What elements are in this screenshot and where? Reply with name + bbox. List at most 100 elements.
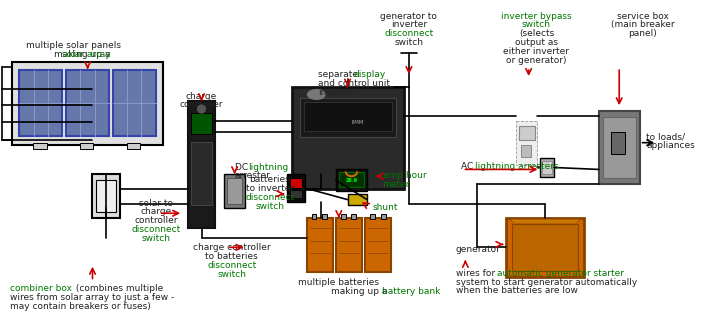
Text: disconnect: disconnect	[384, 29, 433, 38]
Bar	[365, 218, 391, 272]
Bar	[292, 87, 404, 189]
Bar	[191, 113, 212, 134]
Text: controller: controller	[179, 100, 224, 109]
Text: controller: controller	[134, 216, 177, 225]
Bar	[370, 214, 375, 219]
Bar	[381, 214, 386, 219]
Bar	[300, 98, 396, 137]
Text: 26.9: 26.9	[346, 178, 358, 183]
Bar	[336, 169, 367, 191]
Bar	[20, 70, 62, 136]
Text: switch: switch	[522, 21, 551, 29]
Text: switch: switch	[142, 234, 170, 243]
Text: may contain breakers or fuses): may contain breakers or fuses)	[10, 302, 151, 311]
Text: inverter: inverter	[318, 87, 355, 97]
Bar	[80, 143, 93, 149]
Bar	[351, 214, 356, 219]
Polygon shape	[510, 219, 580, 224]
Ellipse shape	[308, 90, 325, 99]
Text: wires for: wires for	[456, 269, 498, 278]
Text: to loads/: to loads/	[646, 133, 686, 141]
Text: making up a: making up a	[53, 50, 113, 59]
Text: generator: generator	[456, 245, 501, 254]
Text: to batteries: to batteries	[205, 252, 258, 261]
Text: automatic generator starter: automatic generator starter	[496, 269, 623, 278]
Bar	[306, 218, 333, 272]
Bar	[287, 174, 305, 202]
Text: multiple batteries: multiple batteries	[299, 278, 379, 288]
Bar	[543, 161, 552, 174]
Bar	[516, 121, 538, 165]
Text: charge: charge	[140, 207, 172, 217]
Bar	[506, 218, 584, 276]
Text: IIMM: IIMM	[351, 120, 364, 125]
Text: panel): panel)	[628, 29, 657, 38]
Text: inverter: inverter	[391, 21, 427, 29]
Bar	[348, 194, 367, 205]
Text: when the batteries are low: when the batteries are low	[456, 286, 578, 295]
Text: solar to: solar to	[139, 199, 172, 208]
Bar	[191, 142, 212, 205]
Text: switch: switch	[395, 38, 423, 47]
Bar	[521, 145, 531, 157]
Text: charge controller: charge controller	[193, 243, 271, 252]
Bar	[96, 180, 116, 212]
Bar	[599, 111, 639, 184]
Text: lightning: lightning	[248, 163, 289, 171]
Text: battery bank: battery bank	[381, 287, 440, 296]
Text: (selects: (selects	[519, 29, 554, 38]
Text: arrester: arrester	[235, 171, 271, 180]
Text: disconnect: disconnect	[245, 193, 294, 202]
Text: disconnect: disconnect	[131, 225, 180, 234]
Text: combiner box: combiner box	[10, 284, 72, 293]
Bar	[611, 133, 625, 154]
Circle shape	[198, 105, 205, 113]
Bar	[127, 143, 140, 149]
Text: meter: meter	[383, 180, 410, 189]
Bar	[322, 214, 327, 219]
Text: appliances: appliances	[646, 141, 695, 150]
Bar	[540, 158, 554, 177]
Text: switch: switch	[217, 270, 246, 279]
Text: lightning arresters: lightning arresters	[475, 162, 559, 171]
Text: service box: service box	[617, 12, 669, 21]
Text: display: display	[353, 70, 386, 79]
Bar	[341, 214, 346, 219]
Text: shunt: shunt	[373, 203, 398, 211]
Bar	[304, 102, 393, 132]
Bar	[227, 178, 243, 204]
Bar	[188, 101, 215, 228]
Bar	[519, 126, 534, 140]
Text: to inverter: to inverter	[245, 184, 294, 193]
Text: wires from solar array to just a few -: wires from solar array to just a few -	[10, 293, 174, 302]
Text: inverter bypass: inverter bypass	[501, 12, 572, 21]
Text: solar array: solar array	[62, 50, 111, 59]
Text: batteries: batteries	[250, 175, 290, 184]
Text: disconnect: disconnect	[207, 261, 257, 270]
Bar	[113, 70, 156, 136]
Text: charge: charge	[186, 92, 217, 100]
Bar	[93, 174, 120, 218]
Text: and control unit: and control unit	[318, 79, 390, 88]
Text: making up a: making up a	[331, 287, 390, 296]
Text: output as: output as	[515, 38, 558, 47]
Bar	[290, 190, 302, 198]
Bar	[33, 143, 47, 149]
Bar	[603, 117, 636, 178]
Bar	[224, 174, 245, 208]
Text: multiple solar panels: multiple solar panels	[25, 41, 121, 50]
Text: amp hour: amp hour	[383, 171, 426, 180]
Text: (main breaker: (main breaker	[611, 21, 674, 29]
Bar	[290, 178, 302, 188]
Text: or generator): or generator)	[506, 55, 566, 65]
Bar	[12, 62, 163, 145]
Bar	[339, 172, 364, 187]
Text: separate: separate	[318, 70, 361, 79]
Text: (combines multiple: (combines multiple	[73, 284, 163, 293]
Text: generator to: generator to	[381, 12, 437, 21]
Text: AC: AC	[461, 162, 477, 171]
Bar	[311, 214, 316, 219]
Text: DC: DC	[235, 163, 251, 171]
Text: system to start generator automatically: system to start generator automatically	[456, 277, 637, 287]
Text: either inverter: either inverter	[503, 47, 569, 56]
